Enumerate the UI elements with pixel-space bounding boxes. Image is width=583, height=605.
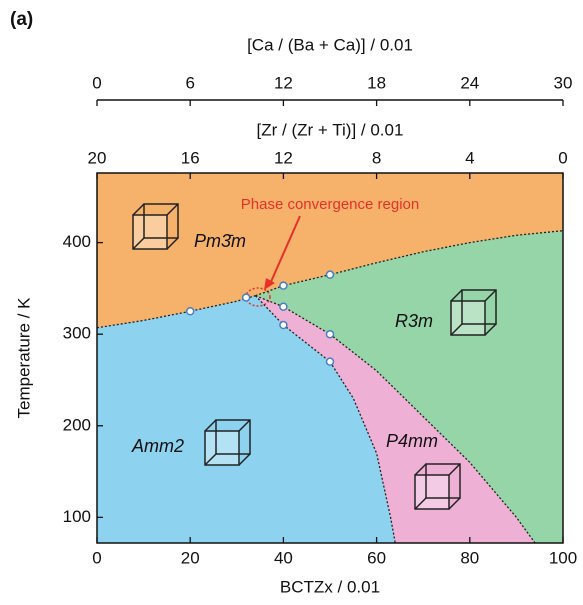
region-label: P4mm <box>386 431 438 451</box>
x3-tick-label: 30 <box>554 73 573 92</box>
cube-edge <box>414 497 427 510</box>
plot-frame <box>96 172 564 544</box>
x-tick-label: 60 <box>367 548 386 567</box>
data-point <box>279 320 288 330</box>
cube-face <box>425 463 461 499</box>
x2-tick-label: 16 <box>181 148 200 167</box>
region-label: Amm2 <box>131 436 184 456</box>
x3-tick-label: 6 <box>185 73 194 92</box>
cube-icon <box>450 289 497 336</box>
y-tick-label: 400 <box>63 232 91 251</box>
data-point <box>241 293 251 302</box>
x-tick-label: 20 <box>181 548 200 567</box>
y-tick-label: 300 <box>63 324 91 343</box>
panel-label: (a) <box>10 9 33 30</box>
cube-edge <box>448 497 461 510</box>
cube-edge <box>166 203 179 216</box>
cube-edge <box>484 289 497 302</box>
phase-boundary <box>255 230 564 297</box>
cube-edge <box>450 289 463 302</box>
region-fill <box>255 230 563 544</box>
x2-tick-label: 8 <box>372 148 381 167</box>
cube-edge <box>484 323 497 336</box>
data-point <box>185 307 195 316</box>
cube-edge <box>238 453 251 466</box>
x3-tick-label: 24 <box>460 73 479 92</box>
x3-tick-label: 0 <box>92 73 101 92</box>
cube-edge <box>132 237 145 250</box>
region-label: R3m <box>395 311 433 331</box>
cube-icon <box>414 463 461 510</box>
x-tick-label: 0 <box>92 548 101 567</box>
x2-tick-label: 0 <box>558 148 567 167</box>
y-tick-label: 200 <box>63 415 91 434</box>
y-tick-label: 100 <box>63 507 91 526</box>
x2-tick-label: 4 <box>465 148 474 167</box>
x-tick-label: 40 <box>274 548 293 567</box>
data-point <box>325 329 335 339</box>
arrow-head <box>264 278 275 290</box>
x-axis-label: BCTZx / 0.01 <box>280 577 380 596</box>
cube-edge <box>204 453 217 466</box>
cube-icon <box>132 203 179 250</box>
y-axis-label: Temperature / K <box>14 297 33 419</box>
cube-icon <box>204 419 251 466</box>
x-tick-label: 80 <box>460 548 479 567</box>
data-point <box>279 281 288 290</box>
cube-edge <box>132 203 145 216</box>
x3-tick-label: 12 <box>274 73 293 92</box>
phase-boundary <box>255 295 536 544</box>
cube-face <box>215 419 251 455</box>
annotation: Phase convergence region <box>241 196 419 213</box>
x-tick-label: 100 <box>549 548 577 567</box>
data-point <box>325 270 335 279</box>
x3-tick-label: 18 <box>367 73 386 92</box>
data-point <box>279 302 288 311</box>
cube-face <box>461 289 497 325</box>
cube-face <box>143 203 179 239</box>
cube-edge <box>238 419 251 432</box>
cube-edge <box>166 237 179 250</box>
cube-edge <box>448 463 461 476</box>
cube-edge <box>204 419 217 432</box>
x2-tick-label: 20 <box>88 148 107 167</box>
cube-edge <box>450 323 463 336</box>
x2-axis-label: [Zr / (Zr + Ti)] / 0.01 <box>257 120 404 139</box>
annotation-arrow <box>269 215 301 285</box>
x3-axis-label: [Ca / (Ba + Ca)] / 0.01 <box>247 35 413 54</box>
region-label: Pm3̄m <box>194 231 246 251</box>
cube-edge <box>414 463 427 476</box>
data-point <box>325 357 335 366</box>
x2-tick-label: 12 <box>274 148 293 167</box>
